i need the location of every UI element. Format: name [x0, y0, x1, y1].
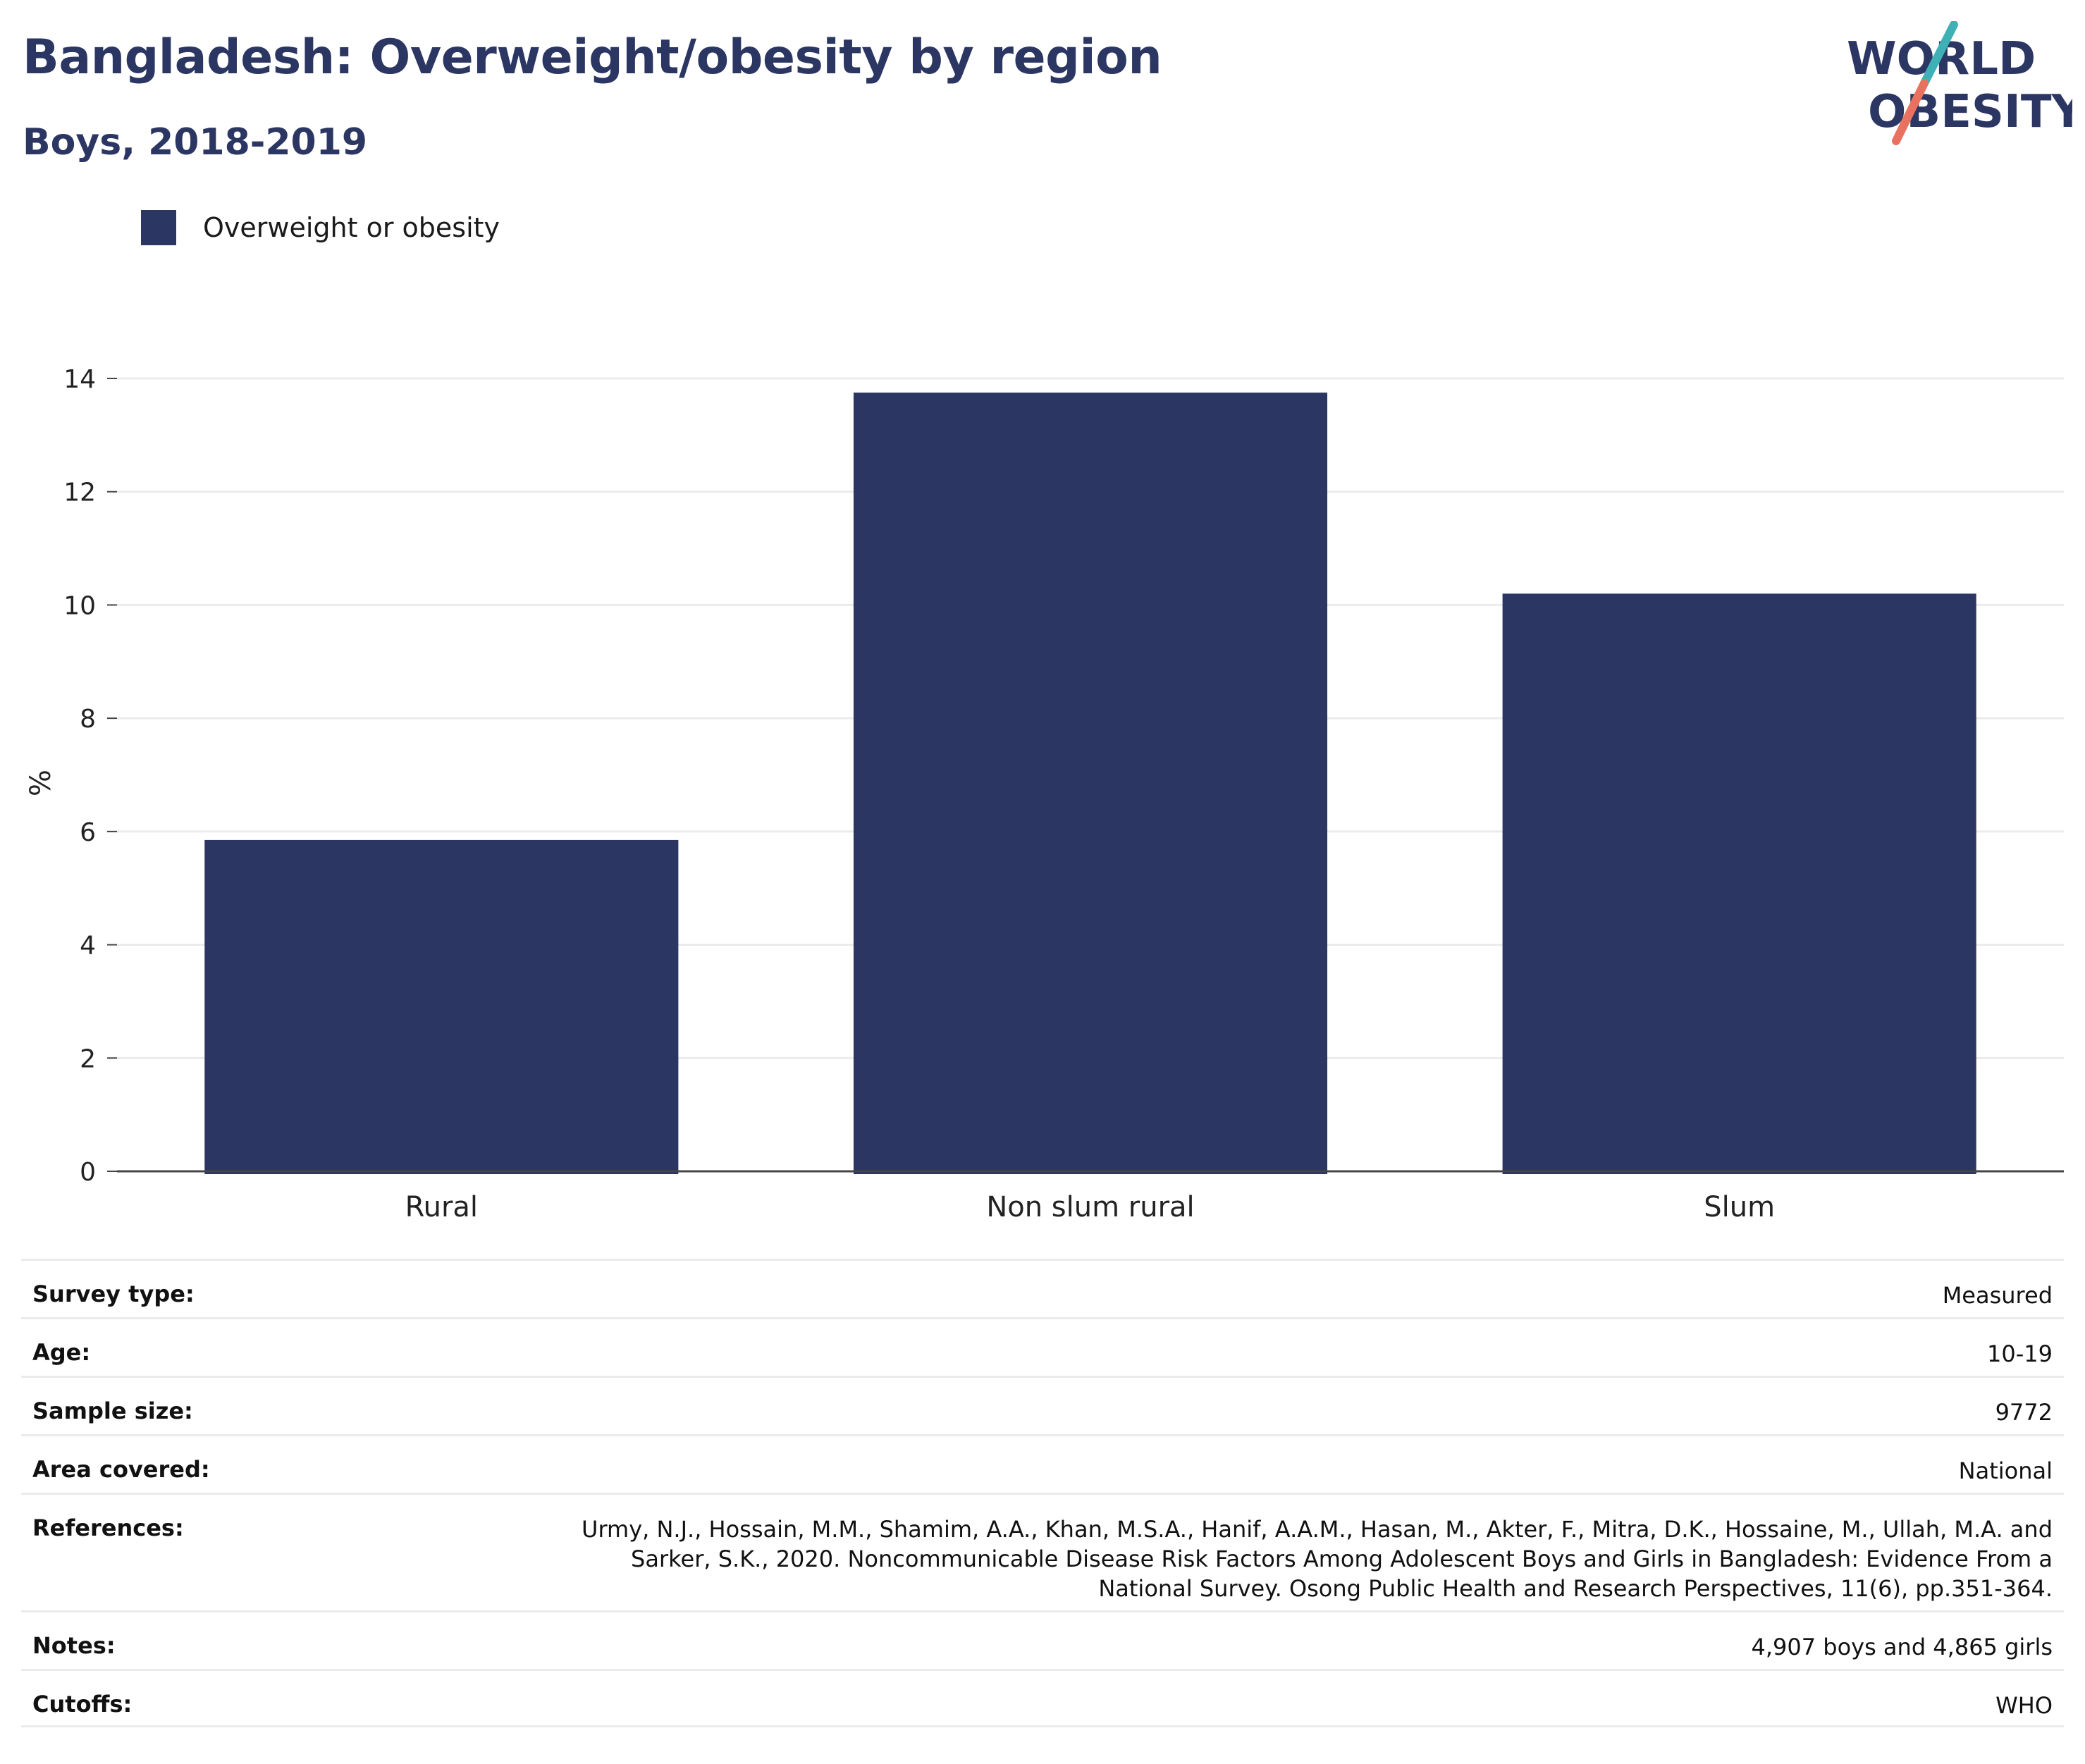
meta-value: 4,907 boys and 4,865 girls: [1751, 1634, 2053, 1660]
meta-label: References:: [32, 1515, 184, 1541]
meta-label: Age:: [32, 1339, 91, 1366]
bar-non-slum-rural: [853, 393, 1328, 1174]
meta-label: Notes:: [32, 1632, 116, 1659]
meta-row: Area covered: National: [21, 1434, 2064, 1493]
bar-rural: [204, 839, 679, 1174]
meta-row: References: Urmy, N.J., Hossain, M.M., Sh…: [21, 1493, 2064, 1610]
y-tick-label: 4: [80, 932, 96, 961]
bar-chart: 0 2 4 6 8 10 12 14 Rural Non slum rural Slum: [63, 365, 2064, 1223]
y-tick-label: 12: [63, 479, 96, 507]
survey-metadata-table: Survey type: Measured Age: 10-19 Sample size…: [21, 1259, 2064, 1727]
x-category-label: Non slum rural: [986, 1191, 1194, 1223]
bar-slum: [1502, 593, 1976, 1174]
axes: 0 2 4 6 8 10 12 14 Rural Non slum rural Slum: [63, 365, 2064, 1223]
meta-value: 10-19: [1987, 1340, 2053, 1367]
chart-legend: Overweight or obesity: [141, 209, 500, 246]
y-tick-label: 0: [80, 1158, 96, 1187]
y-tick-label: 10: [63, 591, 96, 620]
chart-title: Bangladesh: Overweight/obesity by region: [23, 30, 1162, 85]
meta-row: Survey type: Measured: [21, 1259, 2064, 1317]
meta-label: Cutoffs:: [32, 1691, 133, 1717]
y-tick-label: 2: [80, 1044, 96, 1073]
meta-label: Sample size:: [32, 1398, 193, 1424]
meta-label: Survey type:: [32, 1281, 195, 1307]
world-obesity-logo: WORLD OBESITY: [1847, 21, 2072, 145]
meta-value: Measured: [1942, 1282, 2053, 1309]
meta-value: National: [1958, 1457, 2053, 1484]
meta-row: Age: 10-19: [21, 1317, 2064, 1376]
meta-value: WHO: [1995, 1692, 2053, 1719]
meta-value: Urmy, N.J., Hossain, M.M., Shamim, A.A.,…: [582, 1516, 2053, 1602]
chart-subtitle: Boys, 2018-2019: [23, 121, 368, 164]
x-category-label: Rural: [405, 1191, 478, 1223]
meta-row: Sample size: 9772: [21, 1376, 2064, 1434]
meta-row: Cutoffs: WHO: [21, 1669, 2064, 1727]
legend-label: Overweight or obesity: [203, 212, 500, 243]
meta-value: 9772: [1995, 1399, 2053, 1426]
x-category-label: Slum: [1704, 1191, 1775, 1223]
meta-label: Area covered:: [32, 1456, 210, 1483]
legend-swatch: [141, 210, 176, 245]
meta-row: Notes: 4,907 boys and 4,865 girls: [21, 1610, 2064, 1669]
y-tick-label: 6: [80, 818, 96, 847]
y-tick-label: 14: [63, 365, 96, 394]
y-tick-label: 8: [80, 705, 96, 734]
bars: [204, 393, 1976, 1174]
